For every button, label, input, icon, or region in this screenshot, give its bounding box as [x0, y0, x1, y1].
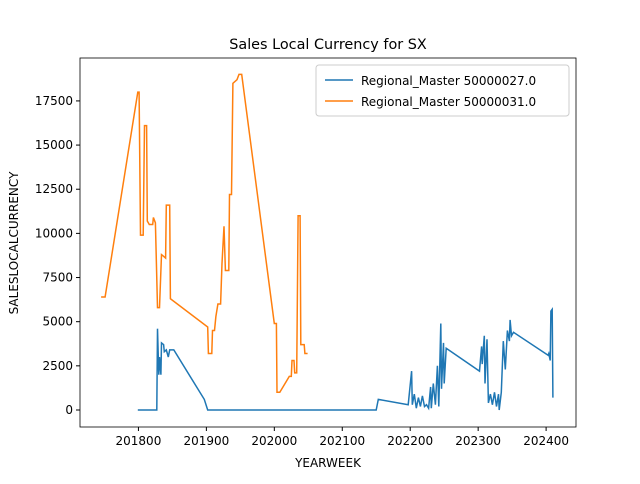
y-axis-label: SALESLOCALCURRENCY: [7, 171, 21, 314]
x-tick-label: 202100: [319, 434, 365, 448]
x-tick-label: 202200: [387, 434, 433, 448]
y-tick-label: 10000: [35, 226, 73, 240]
y-tick-label: 5000: [42, 315, 73, 329]
legend-label: Regional_Master 50000031.0: [361, 95, 536, 109]
chart-title: Sales Local Currency for SX: [229, 37, 427, 53]
y-tick-label: 0: [65, 403, 73, 417]
x-tick-label: 201800: [116, 434, 162, 448]
legend-label: Regional_Master 50000027.0: [361, 74, 536, 88]
y-tick-label: 15000: [35, 138, 73, 152]
legend-box: [315, 64, 570, 117]
y-tick-label: 7500: [42, 271, 73, 285]
y-tick-label: 12500: [35, 182, 73, 196]
x-tick-label: 202300: [455, 434, 501, 448]
x-tick-label: 201900: [183, 434, 229, 448]
series-line: [137, 307, 554, 411]
series-line: [101, 73, 308, 394]
plot-frame: [79, 57, 577, 428]
x-tick-label: 202000: [251, 434, 297, 448]
y-tick-label: 2500: [42, 359, 73, 373]
x-tick-label: 202400: [523, 434, 569, 448]
y-tick-label: 17500: [35, 94, 73, 108]
x-axis-label: YEARWEEK: [294, 456, 362, 470]
